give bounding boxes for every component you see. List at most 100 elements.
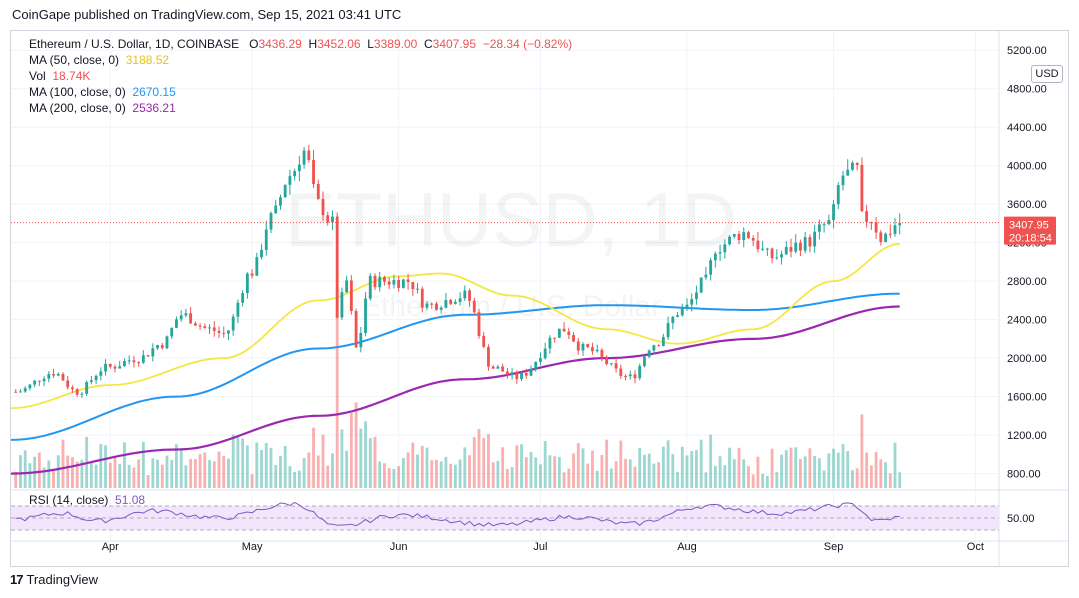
candle-body [699, 277, 703, 293]
candle-body [316, 183, 320, 199]
open-label: O [249, 37, 259, 51]
candle-body [803, 237, 807, 251]
volume-bar [326, 465, 330, 488]
candle-body [539, 358, 542, 362]
volume-legend: Vol 18.74K [29, 69, 90, 83]
candle-body [562, 328, 566, 332]
currency-button[interactable]: USD [1031, 65, 1063, 83]
candle-body [132, 360, 136, 363]
volume-bar [557, 456, 561, 488]
volume-bar [841, 444, 845, 488]
candle-body [260, 249, 263, 258]
y-tick-label: 2000.00 [1007, 353, 1047, 365]
volume-bar [123, 442, 126, 488]
candle-body [732, 233, 736, 237]
close-label: C [423, 37, 433, 51]
volume-bar [274, 465, 278, 488]
volume-bar [647, 453, 651, 488]
candle-body [217, 330, 221, 333]
candle-body [99, 371, 103, 376]
y-tick-label: 1600.00 [1007, 392, 1047, 404]
candle-body [321, 198, 325, 216]
volume-bar [695, 450, 698, 488]
candle-body [647, 350, 651, 357]
candle-body [47, 373, 51, 379]
candle-body [718, 252, 722, 254]
candle-body [364, 298, 367, 333]
tradingview-logo-icon[interactable]: 17 [10, 572, 24, 587]
volume-value: 18.74K [52, 69, 91, 83]
candle-body [869, 222, 873, 224]
volume-bar [822, 470, 826, 488]
rsi-label: RSI (14, close) [29, 493, 109, 507]
candle-body [666, 323, 670, 338]
volume-bar [737, 447, 741, 488]
volume-bar [756, 456, 760, 488]
volume-bar [765, 476, 769, 488]
volume-bar [411, 442, 415, 488]
candle-body [425, 303, 429, 308]
high-value: 3452.06 [317, 37, 361, 51]
volume-bar [99, 444, 103, 488]
candlesticks [14, 144, 902, 398]
volume-bar [652, 463, 656, 488]
candle-body [392, 279, 396, 285]
candle-body [728, 236, 731, 245]
candle-body [491, 366, 495, 369]
volume-bar [576, 443, 580, 488]
candle-body [368, 275, 372, 299]
volume-bar [808, 448, 812, 488]
candle-body [175, 319, 178, 328]
volume-bar [444, 456, 448, 488]
candle-body [534, 361, 538, 369]
candle-body [151, 348, 155, 357]
price-axis[interactable]: 800.00 1200.00 1600.00 2000.00 2400.00 2800.0… [1007, 45, 1047, 525]
candle-body [184, 313, 188, 316]
candle-body [463, 290, 467, 299]
top-bar: CoinGape published on TradingView.com, S… [0, 0, 1079, 30]
published-info: CoinGape published on TradingView.com, S… [12, 7, 402, 22]
volume-bar [113, 455, 117, 488]
volume-bar [189, 458, 193, 488]
ma50-legend: MA (50, close, 0) 3188.52 [29, 53, 169, 67]
footer-brand[interactable]: TradingView [26, 572, 99, 587]
price-chart[interactable]: ETHUSD, 1D Ethereum / U.S. Dollar 800.00… [11, 31, 1068, 566]
volume-bar [373, 436, 377, 488]
candle-body [690, 299, 694, 305]
candle-body [373, 275, 377, 288]
candle-body [14, 391, 18, 393]
candle-body [283, 184, 287, 198]
candle-body [293, 171, 297, 177]
volume-bar [482, 438, 486, 488]
volume-bar [193, 458, 197, 488]
y-tick-label: 4800.00 [1007, 84, 1047, 96]
volume-bar [392, 468, 396, 488]
candle-body [193, 323, 197, 326]
symbol-legend: Ethereum / U.S. Dollar, 1D, COINBASE O34… [29, 37, 572, 51]
candle-body [855, 162, 859, 165]
volume-bar [250, 474, 254, 488]
volume-bar [685, 455, 689, 488]
ma50-value: 3188.52 [125, 53, 170, 67]
volume-bar [198, 454, 202, 488]
volume-bar [359, 428, 363, 488]
volume-bar [453, 464, 457, 488]
open-value: 3436.29 [258, 37, 302, 51]
candle-body [94, 375, 98, 381]
symbol-name: Ethereum / U.S. Dollar, 1D, COINBASE [29, 37, 240, 51]
volume-bar [534, 457, 538, 488]
ma200-line [11, 305, 900, 475]
candle-body [619, 368, 623, 376]
candle-body [770, 248, 774, 259]
candle-body [345, 280, 349, 293]
x-tick-label: Apr [102, 541, 119, 553]
volume-bar [137, 459, 141, 488]
candle-body [799, 242, 802, 251]
volume-bar [747, 466, 750, 488]
time-axis[interactable]: Apr May Jun Jul Aug Sep Oct [102, 541, 984, 553]
volume-bar [19, 455, 22, 488]
volume-bar [893, 442, 897, 488]
candle-body [652, 345, 656, 351]
chart-frame[interactable]: ETHUSD, 1D Ethereum / U.S. Dollar 800.00… [10, 30, 1069, 567]
volume-bar [321, 434, 325, 488]
